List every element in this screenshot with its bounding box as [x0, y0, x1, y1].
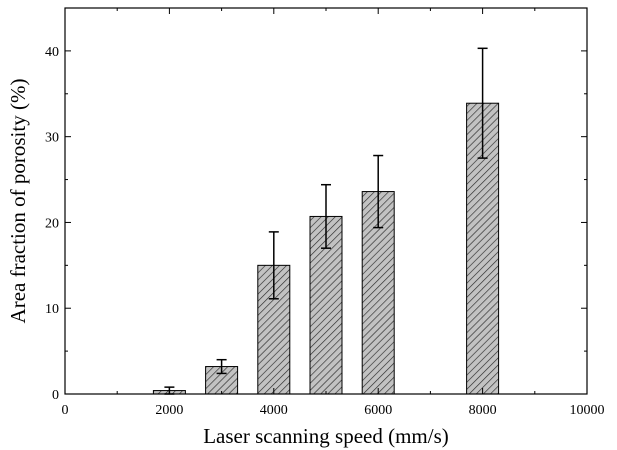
- x-axis-title: Laser scanning speed (mm/s): [203, 424, 449, 448]
- y-tick-label: 30: [45, 131, 59, 146]
- x-tick-label: 2000: [155, 403, 183, 418]
- x-tick-label: 4000: [260, 403, 288, 418]
- error-bar-6000: [373, 154, 384, 229]
- error-bar-3000: [216, 358, 227, 375]
- y-tick-label: 10: [45, 302, 59, 317]
- x-tick-label: 8000: [469, 403, 497, 418]
- y-tick-label: 40: [45, 45, 59, 60]
- x-tick-label: 0: [62, 403, 69, 418]
- error-bar-4000: [268, 231, 279, 300]
- y-tick-label: 20: [45, 216, 59, 231]
- error-bar-5000: [321, 183, 331, 249]
- error-bar-8000: [477, 47, 488, 159]
- x-tick-label: 10000: [570, 403, 605, 418]
- x-tick-label: 6000: [364, 403, 392, 418]
- y-axis-title: Area fraction of porosity (%): [6, 79, 30, 324]
- y-tick-label: 0: [52, 388, 59, 403]
- error-bars-layer: [164, 47, 488, 395]
- ticks-layer: 0 2000 4000 6000 8000 10000 0 10 20 30 40: [45, 8, 605, 418]
